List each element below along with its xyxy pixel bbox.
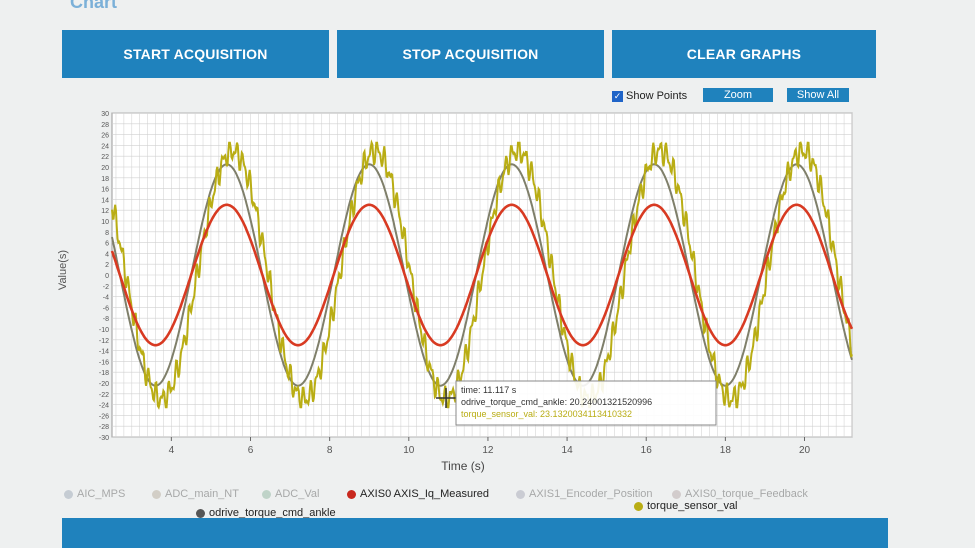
tooltip-line-time: time: 11.117 s <box>461 385 517 395</box>
series-line-2 <box>111 139 853 410</box>
legend-dot-icon <box>64 489 73 499</box>
y-tick-label: -26 <box>99 413 109 420</box>
legend-item-faded-0[interactable]: AIC_MPS <box>64 488 125 500</box>
legend-item-iq-measured[interactable]: AXIS0 AXIS_Iq_Measured <box>347 488 489 500</box>
legend-dot-icon <box>634 501 643 511</box>
legend-dot-icon <box>262 489 271 499</box>
legend-dot-icon <box>196 508 205 518</box>
x-tick-label: 8 <box>327 445 333 456</box>
y-tick-label: -12 <box>99 338 109 345</box>
y-tick-label: -24 <box>99 403 109 410</box>
y-tick-label: 12 <box>101 208 109 215</box>
legend-dot-icon <box>152 489 161 499</box>
legend-item-torque-sensor[interactable]: torque_sensor_val <box>634 500 738 512</box>
legend-dot-icon <box>672 489 681 499</box>
x-tick-labels: 4 6 8 10 12 14 16 18 20 <box>169 437 811 456</box>
x-tick-label: 14 <box>562 445 574 456</box>
y-tick-label: -30 <box>99 435 109 442</box>
y-tick-label: -10 <box>99 327 109 334</box>
y-tick-label: 26 <box>101 133 109 140</box>
y-tick-label: 22 <box>101 154 109 161</box>
legend-item-torque-cmd[interactable]: odrive_torque_cmd_ankle <box>196 507 336 519</box>
legend-item-faded-4[interactable]: AXIS0_torque_Feedback <box>672 488 808 500</box>
x-tick-label: 4 <box>169 445 175 456</box>
y-tick-labels: 302826242220181614121086420-2-4-6-8-10-1… <box>99 111 109 442</box>
legend-item-faded-1[interactable]: ADC_main_NT <box>152 488 239 500</box>
x-tick-label: 16 <box>641 445 653 456</box>
stop-acquisition-button[interactable]: STOP ACQUISITION <box>337 30 604 78</box>
legend-dot-icon <box>516 489 525 499</box>
y-tick-label: 4 <box>105 251 109 258</box>
tooltip-line-cmd: odrive_torque_cmd_ankle: 20.240013215209… <box>461 397 652 407</box>
x-tick-label: 6 <box>248 445 254 456</box>
crosshair-icon <box>436 388 456 408</box>
y-tick-label: 20 <box>101 165 109 172</box>
clear-graphs-button[interactable]: CLEAR GRAPHS <box>612 30 876 78</box>
x-tick-label: 18 <box>720 445 732 456</box>
y-tick-label: 28 <box>101 122 109 129</box>
y-tick-label: -20 <box>99 381 109 388</box>
y-tick-label: 18 <box>101 176 109 183</box>
chart-series <box>110 139 854 410</box>
y-tick-label: 8 <box>105 230 109 237</box>
y-tick-label: 24 <box>101 143 109 150</box>
y-tick-label: 10 <box>101 219 109 226</box>
bottom-panel-bar <box>62 518 888 548</box>
legend-item-faded-3[interactable]: AXIS1_Encoder_Position <box>516 488 653 500</box>
y-tick-label: -22 <box>99 392 109 399</box>
series-line-1 <box>111 163 853 387</box>
y-tick-label: 0 <box>105 273 109 280</box>
zoom-button[interactable]: Zoom <box>703 88 773 102</box>
y-tick-label: 16 <box>101 187 109 194</box>
tooltip-line-sensor: torque_sensor_val: 23.1320034113410332 <box>461 409 632 419</box>
y-tick-label: -2 <box>103 284 109 291</box>
show-points-toggle[interactable]: ✓ Show Points <box>612 89 687 103</box>
y-tick-label: -8 <box>103 316 109 323</box>
y-tick-label: 30 <box>101 111 109 118</box>
show-points-label: Show Points <box>626 90 688 102</box>
x-axis-label: Time (s) <box>441 459 485 473</box>
y-tick-label: 14 <box>101 197 109 204</box>
y-tick-label: 2 <box>105 262 109 269</box>
y-tick-label: 6 <box>105 241 109 248</box>
legend-item-faded-2[interactable]: ADC_Val <box>262 488 319 500</box>
y-tick-label: -16 <box>99 359 109 366</box>
y-tick-label: -18 <box>99 370 109 377</box>
y-axis-label: Value(s) <box>57 250 69 290</box>
show-all-button[interactable]: Show All <box>787 88 849 102</box>
x-tick-label: 12 <box>482 445 494 456</box>
checkbox-check-icon[interactable]: ✓ <box>612 90 623 102</box>
legend-dot-icon <box>347 489 356 499</box>
x-tick-label: 20 <box>799 445 811 456</box>
y-tick-label: -28 <box>99 424 109 431</box>
tooltip: time: 11.117 s odrive_torque_cmd_ankle: … <box>455 380 717 426</box>
y-tick-label: -4 <box>103 295 109 302</box>
x-tick-label: 10 <box>403 445 415 456</box>
page-title: Chart <box>70 0 118 12</box>
start-acquisition-button[interactable]: START ACQUISITION <box>62 30 329 78</box>
series-line-0 <box>110 203 854 347</box>
y-tick-label: -6 <box>103 305 109 312</box>
y-tick-label: -14 <box>99 349 109 356</box>
